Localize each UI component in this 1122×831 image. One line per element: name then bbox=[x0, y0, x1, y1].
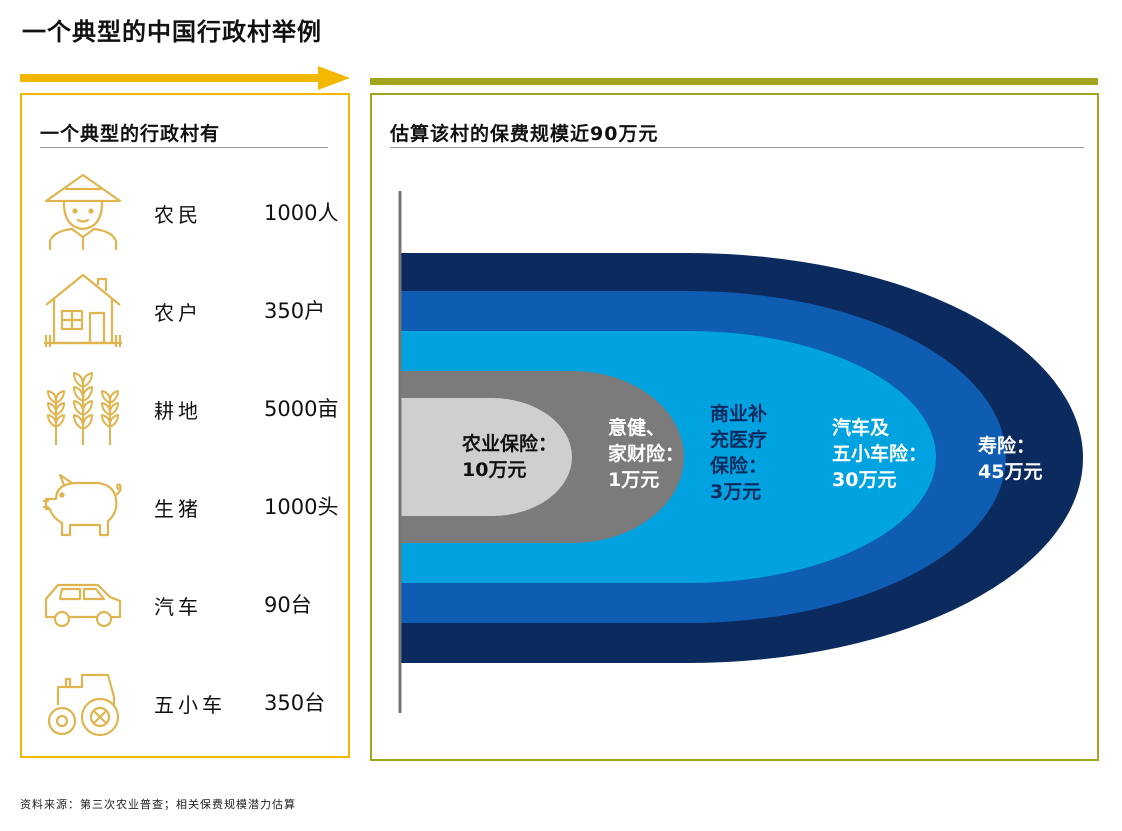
stat-label: 耕地 bbox=[154, 399, 202, 423]
stat-value: 350户 bbox=[264, 299, 326, 323]
agriculture-insurance-label: 农业保险： 10万元 bbox=[462, 433, 558, 481]
stat-row-farmland: 耕地 5000亩 bbox=[42, 367, 352, 447]
life-insurance-label: 寿险： 45万元 bbox=[978, 435, 1043, 483]
stat-value: 350台 bbox=[264, 691, 326, 715]
stat-value: 90台 bbox=[264, 593, 312, 617]
source-note: 资料来源：第三次农业普查；相关保费规模潜力估算 bbox=[20, 798, 296, 811]
tractor-icon bbox=[42, 661, 124, 741]
stat-label: 农民 bbox=[154, 203, 202, 227]
auto-insurance-label: 汽车及 五小车险： 30万元 bbox=[832, 417, 928, 491]
premium-estimate-panel: 估算该村的保费规模近90万元 农业保险： 10万元 意健、 家财险： 1万元 商… bbox=[370, 93, 1099, 761]
stat-row-cars: 汽车 90台 bbox=[42, 563, 352, 643]
wheat-icon bbox=[42, 367, 124, 447]
left-heading-rule bbox=[40, 147, 328, 148]
medical-insurance-label: 商业补 充医疗 保险： 3万元 bbox=[710, 403, 768, 503]
house-icon bbox=[42, 269, 124, 349]
stat-label: 五小车 bbox=[154, 693, 226, 717]
page-title: 一个典型的中国行政村举例 bbox=[22, 18, 322, 46]
stat-value: 1000头 bbox=[264, 495, 339, 519]
stat-label: 生猪 bbox=[154, 497, 202, 521]
right-panel-heading: 估算该村的保费规模近90万元 bbox=[390, 123, 659, 145]
arrow-right-icon bbox=[318, 66, 350, 90]
farmer-icon bbox=[42, 171, 124, 251]
left-panel-heading: 一个典型的行政村有 bbox=[40, 123, 221, 145]
stat-label: 农户 bbox=[154, 301, 202, 325]
right-heading-rule bbox=[390, 147, 1084, 148]
yellow-arrow-bar bbox=[20, 74, 332, 82]
stat-label: 汽车 bbox=[154, 595, 202, 619]
premium-rings-diagram bbox=[398, 191, 1083, 713]
olive-header-bar bbox=[370, 78, 1098, 85]
stat-row-households: 农户 350户 bbox=[42, 269, 352, 349]
pig-icon bbox=[42, 465, 124, 545]
ring-agriculture-insurance bbox=[400, 398, 572, 516]
village-stats-panel: 一个典型的行政村有 农民 1000人 bbox=[20, 93, 350, 758]
stat-value: 1000人 bbox=[264, 201, 339, 225]
car-icon bbox=[42, 563, 124, 643]
stat-row-pigs: 生猪 1000头 bbox=[42, 465, 352, 545]
stat-row-farmers: 农民 1000人 bbox=[42, 171, 352, 251]
stat-value: 5000亩 bbox=[264, 397, 339, 421]
stat-row-small-vehicles: 五小车 350台 bbox=[42, 661, 352, 741]
accident-property-insurance-label: 意健、 家财险： 1万元 bbox=[608, 417, 685, 491]
